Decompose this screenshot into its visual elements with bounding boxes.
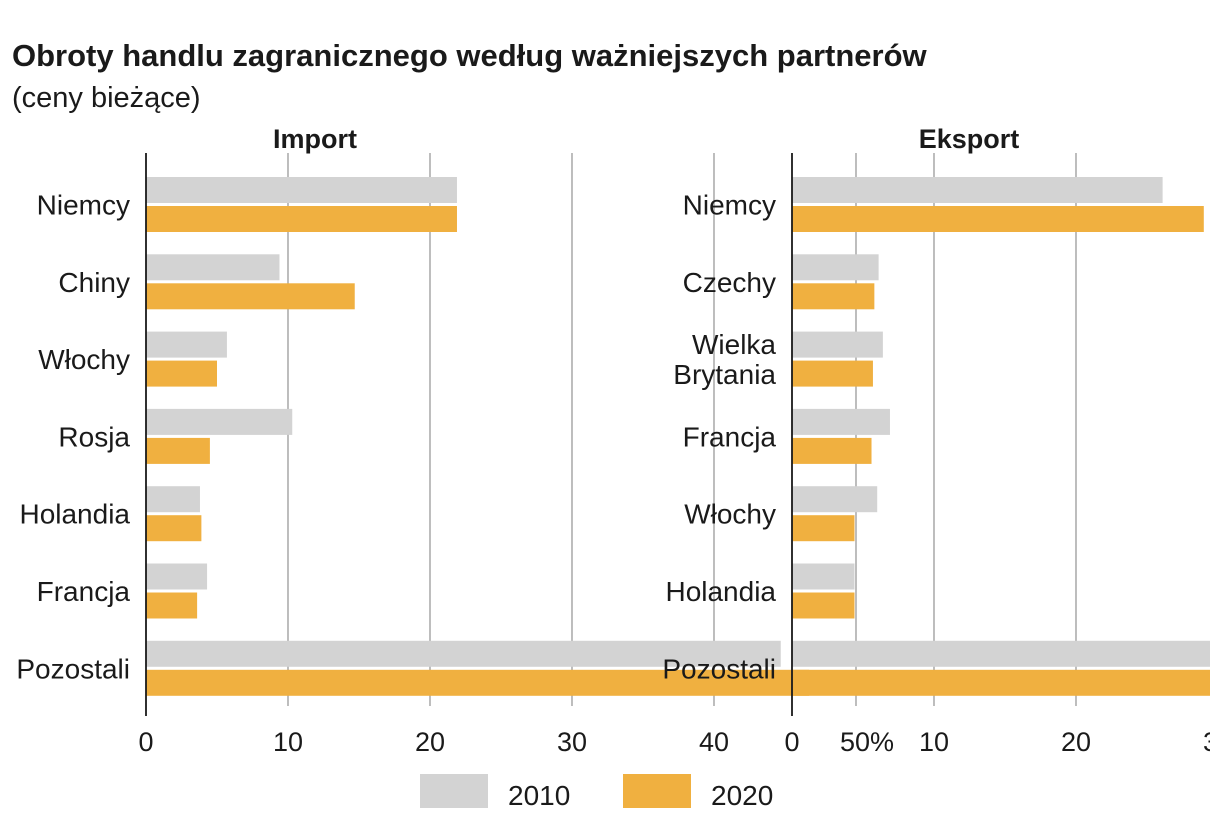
category-label: Francja <box>37 576 131 607</box>
bar-2010-chiny <box>146 254 280 281</box>
tick-label: 30 <box>557 727 587 757</box>
chart-subtitle: (ceny bieżące) <box>12 82 201 114</box>
bar-2020-holandia <box>146 515 202 542</box>
bar-2010-wielka-brytania <box>792 331 883 358</box>
category-label: Wielka Brytania <box>673 329 776 390</box>
category-label: Holandia <box>665 576 776 607</box>
bar-2010-holandia <box>146 486 200 513</box>
bar-2020-chiny <box>146 283 355 310</box>
category-label: Francja <box>683 421 777 452</box>
category-label: Niemcy <box>37 190 130 221</box>
tick-label: 50% <box>840 727 894 757</box>
panel-eksport: Eksport Niemcy Czechy Wielka Brytania Francja… <box>662 124 1210 757</box>
bar-2020-niemcy <box>792 206 1204 232</box>
category-label: Chiny <box>58 267 130 298</box>
bar-2010-francja <box>792 408 890 435</box>
bar-2020-rosja <box>146 437 210 464</box>
bar-2020-niemcy <box>146 206 457 232</box>
bar-2010-pozostali <box>146 640 781 667</box>
bar-2020-czechy <box>792 283 875 310</box>
bar-2020-wielka-brytania <box>792 360 873 387</box>
tick-label: 40 <box>699 727 729 757</box>
tick-label: 0 <box>138 727 153 757</box>
bar-2010-niemcy <box>792 177 1163 203</box>
chart-title: Obroty handlu zagranicznego według ważni… <box>12 38 928 73</box>
bar-2020-holandia <box>792 592 855 619</box>
bar-2020-włochy <box>146 360 217 387</box>
bar-2020-francja <box>146 592 198 619</box>
legend-swatch-2010 <box>420 774 488 808</box>
chart-panels: Import Niemcy Chiny Włochy Rosja Holandia Fran… <box>16 124 1210 757</box>
tick-label: 0 <box>784 727 799 757</box>
bar-2020-włochy <box>792 515 855 542</box>
bar-2010-niemcy <box>146 177 457 203</box>
bar-2010-holandia <box>792 563 855 590</box>
bar-2020-pozostali <box>792 669 1210 696</box>
legend-label-2010: 2010 <box>508 780 570 811</box>
bar-2010-włochy <box>792 486 878 513</box>
category-label: Włochy <box>38 344 130 375</box>
category-label: Czechy <box>683 267 776 298</box>
bar-2020-pozostali <box>146 669 810 696</box>
category-label: Pozostali <box>662 653 776 684</box>
bar-2010-pozostali <box>792 640 1210 667</box>
panel-title: Eksport <box>919 124 1020 154</box>
bar-2020-francja <box>792 437 872 464</box>
category-label: Niemcy <box>683 190 776 221</box>
tick-label: 10 <box>273 727 303 757</box>
chart-legend: 2010 2020 <box>420 774 773 811</box>
panel-import: Import Niemcy Chiny Włochy Rosja Holandia Fran… <box>16 124 894 757</box>
panel-title: Import <box>273 124 357 154</box>
bar-2010-włochy <box>146 331 227 358</box>
tick-label: 10 <box>919 727 949 757</box>
tick-label: 30 <box>1203 727 1210 757</box>
category-label: Rosja <box>58 421 130 452</box>
category-label: Holandia <box>19 499 130 530</box>
category-label: Włochy <box>684 499 776 530</box>
category-label: Pozostali <box>16 653 130 684</box>
bar-2010-rosja <box>146 408 293 435</box>
legend-swatch-2020 <box>623 774 691 808</box>
tick-label: 20 <box>415 727 445 757</box>
bar-2010-czechy <box>792 254 879 281</box>
bar-2010-francja <box>146 563 208 590</box>
tick-label: 20 <box>1061 727 1091 757</box>
legend-label-2020: 2020 <box>711 780 773 811</box>
